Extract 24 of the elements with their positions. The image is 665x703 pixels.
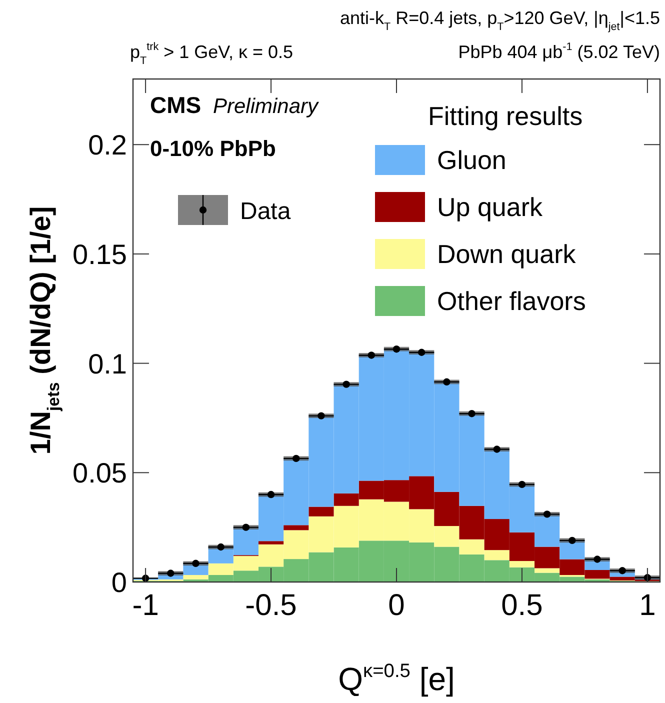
y-tick-label: 0.05 — [72, 458, 127, 489]
legend-key: Data — [178, 195, 291, 225]
y-tick-label: 0.1 — [88, 348, 127, 380]
y-tick-label: 0 — [111, 567, 127, 598]
x-tick-label: -0.5 — [245, 589, 297, 622]
y-tick-label: 0.2 — [88, 130, 127, 161]
x-tick-label: -1 — [132, 589, 159, 622]
legend-label: Data — [240, 198, 292, 225]
annotation: CMS — [150, 92, 202, 118]
x-tick-label: 0 — [388, 589, 405, 622]
y-tick-label: 0.15 — [72, 238, 127, 270]
chart-subtitle: PbPb 404 μb$^{-1}$ (5.02 TeV) — [458, 41, 660, 62]
chart-title: anti-k$_{T}$ R=0.4 jets, p$_{T}$>120 GeV, |η$_{jet}$|<1.5 — [340, 8, 660, 33]
legend-label: Other flavors — [437, 286, 586, 316]
legend-label: Gluon — [437, 145, 506, 175]
legend-label: Up quark — [437, 192, 544, 222]
legend-title: Fitting results — [428, 101, 583, 131]
x-tick-label: 1 — [639, 589, 656, 622]
x-axis-title: Q$^{κ=0.5}$ [e] — [338, 660, 455, 697]
annotation: 0-10% PbPb — [150, 136, 276, 161]
annotation: Preliminary — [213, 95, 320, 118]
x-tick-label: 0.5 — [501, 589, 543, 622]
legend-label: Down quark — [437, 239, 577, 269]
text: p$_{T}$$^{trk}$ > 1 GeV, κ = 0.5 — [130, 41, 294, 67]
